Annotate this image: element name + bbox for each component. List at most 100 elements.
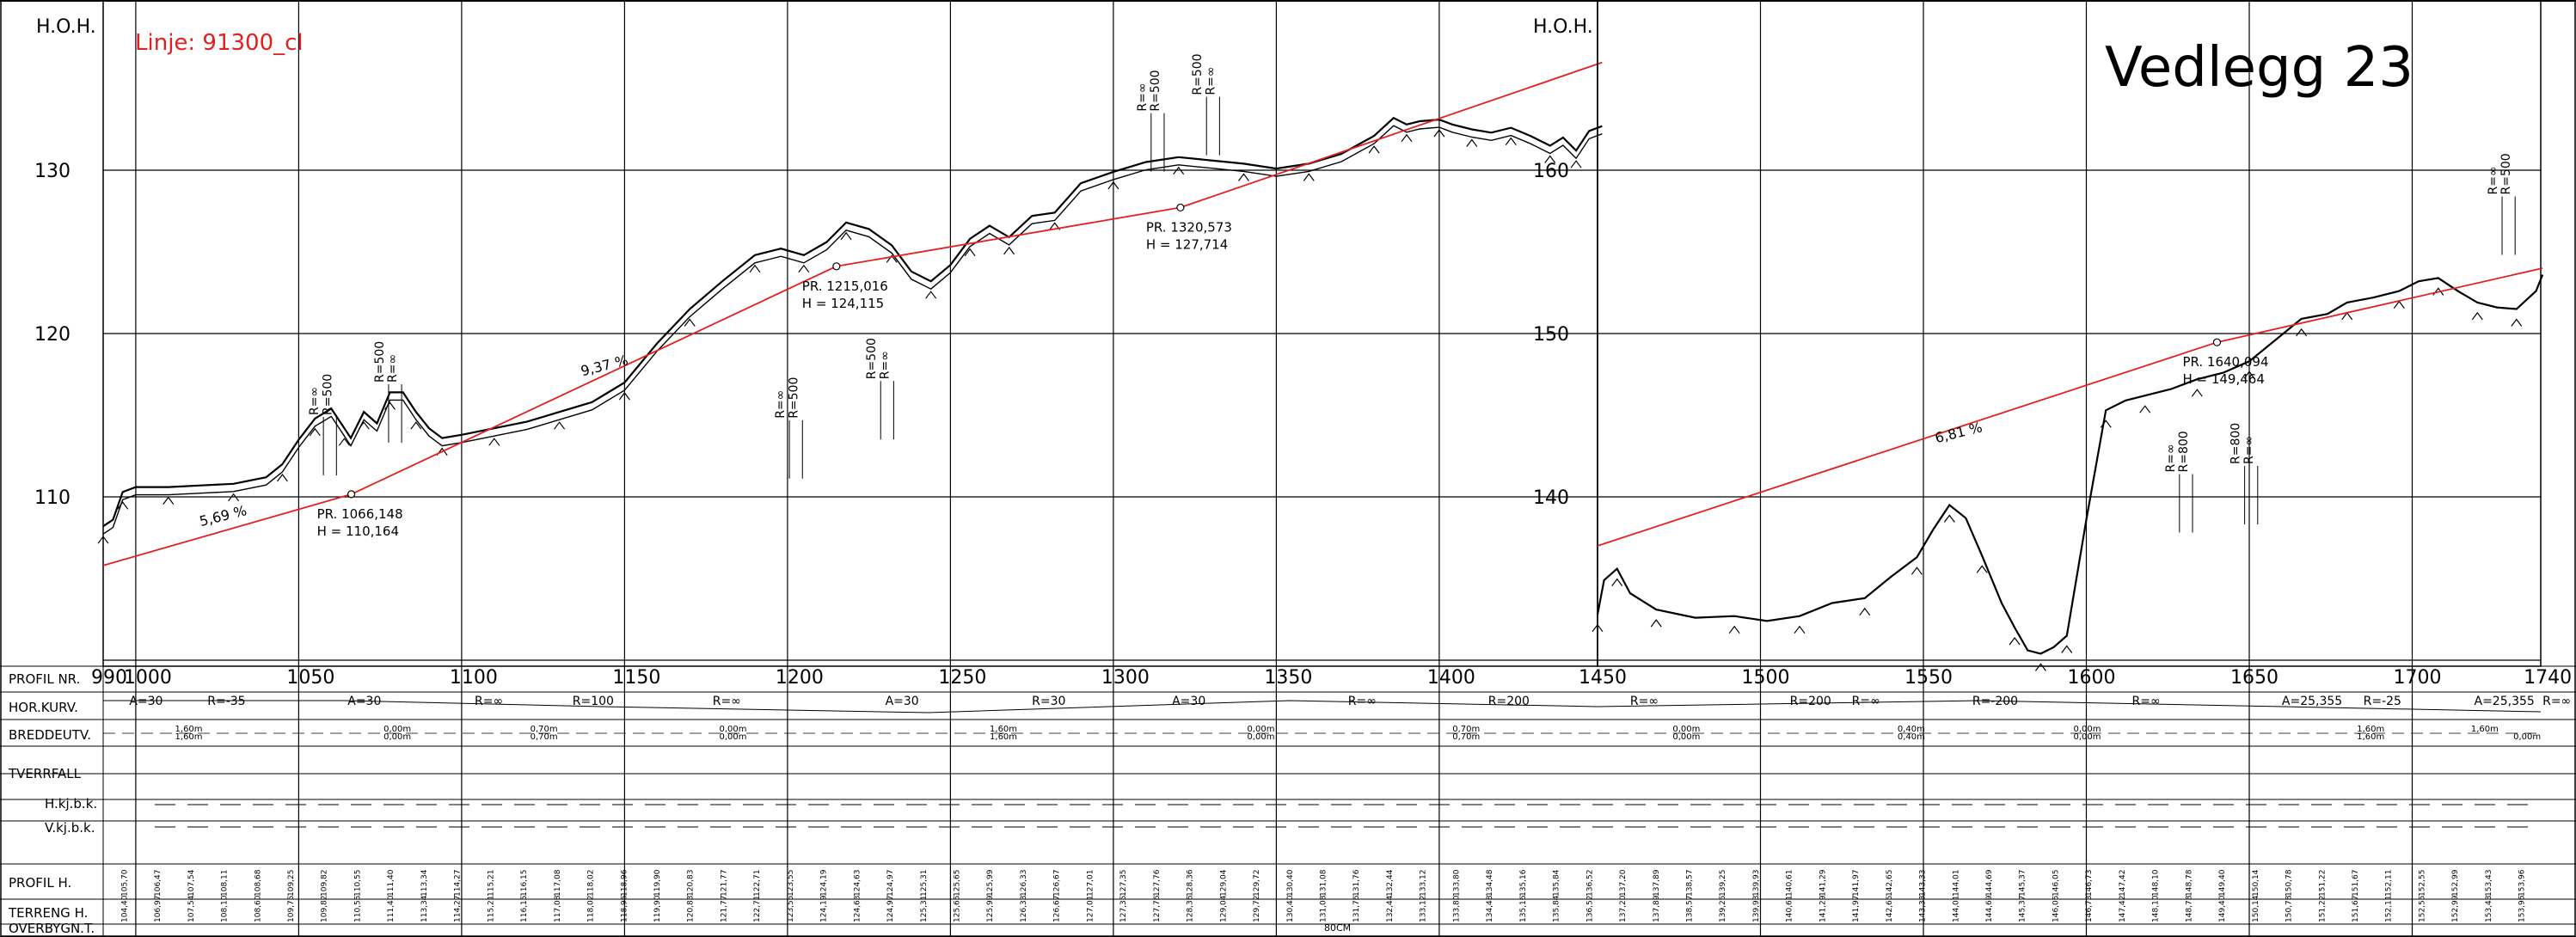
vpi-station: PR. 1215,016 [802, 279, 888, 294]
grade-label: 6,81 % [1934, 419, 1984, 446]
profile-height-value: 114,27 [454, 870, 463, 897]
vpi-marker [1176, 203, 1185, 212]
profile-height-value: 144,69 [1985, 869, 1994, 897]
slope-tick [1433, 129, 1445, 138]
profile-height-value: 141,97 [1852, 870, 1861, 897]
terrain-height-value: 143,33 [1919, 896, 1928, 923]
terrain-height-value: 124,97 [886, 896, 895, 923]
slope-tick [840, 231, 852, 241]
profile-height-value: 109,25 [287, 870, 296, 897]
profile-height-value: 132,44 [1386, 869, 1395, 897]
slope-tick [749, 264, 761, 273]
terrain-height-value: 141,29 [1819, 895, 1827, 922]
profile-height-value: 120,83 [687, 870, 696, 897]
terrain-height-value: 117,08 [554, 895, 562, 922]
profile-height-value: 153,43 [2485, 870, 2493, 897]
terrain-height-value: 104,40 [120, 895, 129, 922]
slope-tick [1173, 166, 1185, 175]
terrain-height-value: 109,75 [287, 896, 296, 923]
slope-tick [2471, 311, 2483, 321]
widening-label: 0,00m [1672, 725, 1700, 734]
slope-tick [1592, 623, 1604, 633]
left-terrain-offset-line [102, 125, 1603, 535]
profile-height-value: 131,08 [1320, 869, 1328, 897]
terrain-height-value: 150,14 [2252, 895, 2260, 922]
radius-label: R=∞ [2242, 436, 2256, 464]
widening-label: 1,60m [2471, 725, 2499, 734]
band-row-label: TVERRFALL [8, 766, 82, 781]
slope-tick [358, 421, 370, 430]
widening-label: 0,00m [1247, 732, 1274, 742]
widening-label: 1,60m [175, 725, 203, 734]
chainage-label: 1300 [1101, 667, 1150, 689]
radius-label: R=∞ [774, 390, 788, 419]
slope-tick [684, 318, 696, 327]
right-slope-hatching [1592, 287, 2523, 671]
chainage-label: 1740 [2524, 667, 2572, 689]
profile-height-value: 152,11 [2385, 870, 2394, 897]
profile-height-value: 121,77 [720, 870, 728, 897]
terrain-height-value: 106,97 [154, 896, 163, 923]
widening-label: 0,00m [2074, 732, 2101, 742]
radius-label: R=500 [1191, 53, 1205, 95]
band-row-label: V.kj.b.k. [45, 820, 95, 836]
chainage-label: 990 [91, 667, 127, 689]
slope-tick [1107, 181, 1119, 190]
chainage-label: 1050 [286, 667, 334, 689]
terrain-height-value: 129,04 [1219, 895, 1228, 922]
hor-curve-label: R=∞ [2132, 695, 2161, 708]
terrain-height-value: 133,80 [1452, 895, 1461, 922]
chainage-label: 1350 [1264, 667, 1312, 689]
terrain-height-value: 114,27 [454, 896, 463, 923]
terrain-height-value: 153,43 [2485, 896, 2493, 923]
profile-height-value: 141,29 [1819, 869, 1827, 897]
widening-label: 0,40m [1898, 725, 1925, 734]
slope-tick [964, 248, 976, 257]
profile-height-value: 139,93 [1752, 869, 1761, 897]
terrain-height-value: 126,33 [1020, 896, 1028, 923]
slope-tick [1943, 514, 1955, 523]
hor-curve-label: R=∞ [1852, 695, 1880, 708]
band-rows [0, 665, 2576, 937]
terrain-height-value: 131,08 [1320, 895, 1328, 922]
terrain-height-value: 128,36 [1187, 895, 1195, 922]
slope-tick [1368, 145, 1380, 154]
terrain-height-value: 152,55 [2418, 896, 2426, 923]
right-profile-panel: H.O.H. Vedlegg 23 140 150 160 6,81 % PR. 16… [1533, 0, 2544, 937]
profile-height-value: 115,21 [487, 870, 495, 897]
terrain-height-value: 116,15 [520, 896, 529, 923]
profile-height-value: 151,22 [2318, 870, 2327, 897]
terrain-height-value: 132,44 [1386, 895, 1395, 922]
widening-label: 1,60m [2357, 725, 2384, 734]
elev-tick-label: 130 [34, 161, 71, 182]
slope-tick [1650, 619, 1662, 628]
profile-height-value: 129,04 [1219, 869, 1228, 897]
slope-tick [1303, 173, 1315, 181]
profile-height-value: 113,34 [420, 869, 429, 897]
profile-height-value: 144,01 [1952, 870, 1960, 897]
slope-tick [2034, 663, 2046, 671]
profile-height-value: 111,40 [387, 869, 396, 897]
radius-label: R=800 [2177, 431, 2191, 472]
widening-label: 1,60m [990, 732, 1017, 742]
vpi-height: H = 127,714 [1146, 236, 1228, 252]
profile-height-value: 127,01 [1086, 870, 1095, 897]
profile-height-value: 136,52 [1585, 870, 1594, 897]
widening-label: 0,70m [531, 732, 558, 742]
slope-tick [1049, 222, 1061, 230]
terrain-height-value: 134,48 [1486, 895, 1494, 922]
profile-height-value: 117,08 [554, 869, 562, 897]
terrain-height-value: 127,01 [1086, 896, 1095, 923]
left-terrain-line [102, 116, 1603, 528]
profile-height-value: 133,12 [1420, 870, 1428, 897]
slope-tick [554, 421, 566, 430]
profile-height-value: 126,33 [1020, 870, 1028, 897]
terrain-height-value: 121,77 [720, 896, 728, 923]
slope-tick [2243, 371, 2255, 379]
profile-height-value: 118,96 [620, 869, 629, 897]
elev-tick-label: 120 [34, 324, 71, 346]
profile-height-value: 106,47 [154, 870, 163, 897]
